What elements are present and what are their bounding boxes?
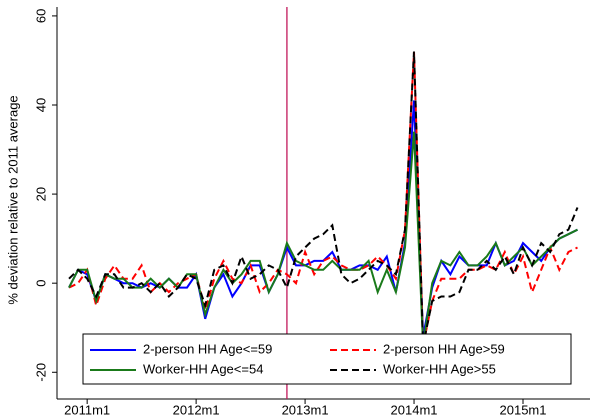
legend-label: Worker-HH Age<=54 — [143, 361, 263, 376]
series-line — [68, 51, 579, 346]
y-tick-label: 0 — [33, 280, 48, 287]
x-tick-label: 2015m1 — [500, 402, 547, 417]
legend-box — [82, 333, 572, 385]
y-tick-label: 20 — [33, 187, 48, 201]
series-line — [68, 100, 578, 337]
y-tick-label: 60 — [33, 9, 48, 23]
series-line — [68, 51, 578, 346]
y-axis-title: % deviation relative to 2011 average — [5, 95, 20, 304]
legend-label: Worker-HH Age>55 — [383, 361, 496, 376]
x-tick-label: 2011m1 — [64, 402, 110, 417]
x-tick-label: 2012m1 — [173, 402, 220, 417]
legend-label: 2-person HH Age<=59 — [143, 341, 272, 356]
x-tick-label: 2013m1 — [282, 402, 329, 417]
y-tick-label: -20 — [33, 363, 48, 382]
legend-label: 2-person HH Age>59 — [383, 341, 505, 356]
x-tick-label: 2014m1 — [391, 402, 438, 417]
series-line — [68, 131, 578, 346]
y-tick-label: 40 — [33, 98, 48, 112]
